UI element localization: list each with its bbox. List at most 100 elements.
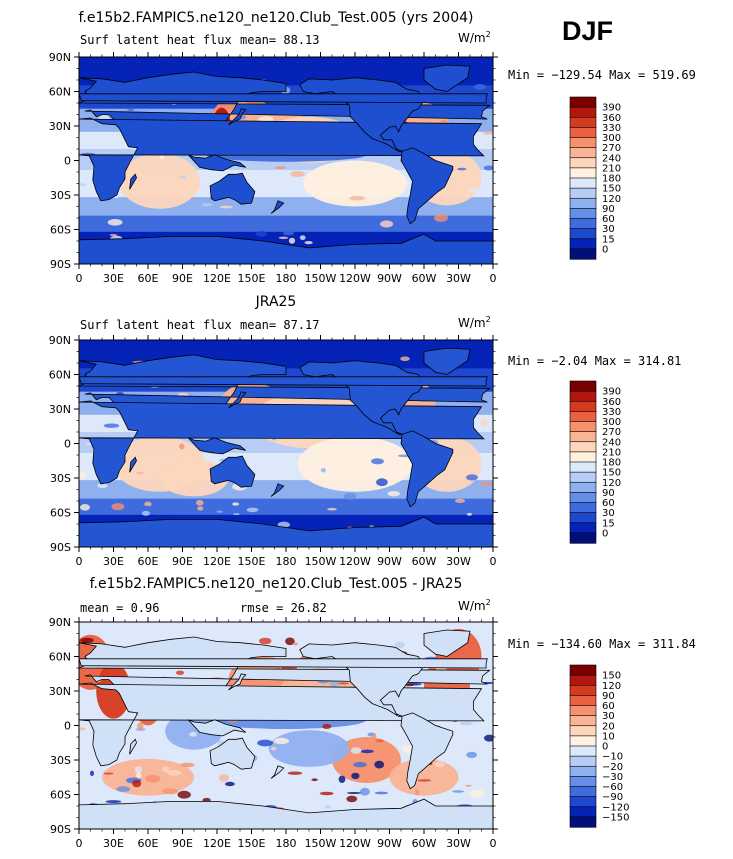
y-tick-label: 0: [64, 155, 71, 168]
y-tick-label: 30N: [49, 685, 71, 698]
field-patch: [188, 184, 201, 190]
field-patch: [374, 791, 389, 795]
field-patch: [414, 789, 420, 796]
colorbar-label: 270: [602, 143, 621, 154]
field-patch: [225, 781, 235, 787]
field-patch: [218, 774, 230, 782]
land-australia: [209, 737, 256, 770]
land-uk: [79, 93, 488, 104]
field-anomaly: [119, 153, 200, 209]
x-tick-label: 90W: [377, 555, 402, 568]
field-patch: [141, 784, 149, 788]
colorbar-label: 120: [602, 478, 621, 489]
colorbar-label: 180: [602, 458, 621, 469]
colorbar-label: 60: [602, 701, 615, 712]
colorbar-box: [569, 177, 597, 189]
y-tick-label: 60S: [50, 789, 71, 802]
field-patch: [322, 167, 333, 175]
y-tick-label: 60S: [50, 224, 71, 237]
x-tick-label: 0: [76, 272, 83, 285]
field-patch: [216, 510, 223, 513]
field-patch: [473, 84, 487, 90]
colorbar-label: −120: [602, 802, 629, 813]
field-patch: [479, 482, 493, 486]
land-samerica: [400, 430, 454, 508]
colorbar-label: 330: [602, 123, 621, 134]
colorbar-label: 20: [602, 721, 615, 732]
panel-units: W/m2: [458, 30, 491, 45]
panel-stat-text: rmse = 26.82: [240, 601, 327, 615]
map-model: 0 30E 60E 90E 120E 150E 180 150W 120W 90W 60W 30W 09…: [49, 51, 498, 285]
x-tick-label: 120W: [339, 555, 371, 568]
land-samerica: [400, 147, 454, 225]
field-patch: [376, 739, 384, 743]
field-patch: [293, 642, 299, 646]
field-patch: [311, 778, 318, 782]
y-tick-label: 30N: [49, 403, 71, 416]
colorbar-box: [569, 512, 597, 524]
y-tick-label: 30N: [49, 120, 71, 133]
field-patch: [134, 766, 142, 774]
field-patch: [257, 739, 273, 747]
colorbar-box: [569, 745, 597, 757]
y-tick-label: 60N: [49, 651, 71, 664]
land-madagascar: [129, 456, 137, 473]
panel-stat-text: mean= 87.17: [240, 318, 320, 332]
x-tick-label: 90E: [172, 272, 193, 285]
field-patch: [484, 734, 493, 742]
colorbar-label: 300: [602, 417, 621, 428]
field-patch: [402, 745, 414, 754]
colorbar-label: 30: [602, 508, 615, 519]
colorbar-box: [569, 492, 597, 504]
colorbar-box: [569, 806, 597, 818]
field-patch: [290, 171, 305, 177]
colorbar-label: 30: [602, 224, 615, 235]
x-tick-label: 150E: [238, 555, 266, 568]
field-model: [79, 57, 493, 264]
colorbar-box: [569, 451, 597, 463]
field-patch: [109, 233, 118, 237]
x-tick-label: 0: [490, 272, 497, 285]
field-patch: [324, 805, 331, 809]
field-patch: [417, 779, 431, 782]
colorbar-box: [569, 816, 597, 828]
colorbar-label: 270: [602, 427, 621, 438]
season-label: DJF: [562, 16, 614, 46]
field-patch: [177, 790, 191, 799]
panel-minmax: Min = −129.54 Max = 519.69: [508, 68, 696, 82]
field-patch: [341, 196, 347, 205]
land-antarctica: [79, 798, 493, 829]
field-patch: [351, 772, 360, 780]
colorbar-label: 90: [602, 691, 615, 702]
colorbar-label: 150: [602, 468, 621, 479]
field-patch: [107, 219, 123, 226]
colorbar-label: 120: [602, 194, 621, 205]
colorbar-box: [569, 705, 597, 717]
panel-title: f.e15b2.FAMPIC5.ne120_ne120.Club_Test.00…: [78, 10, 474, 26]
y-tick-label: 0: [64, 438, 71, 451]
panel-title: JRA25: [255, 294, 297, 310]
colorbar-label: 15: [602, 518, 615, 529]
field-anomaly: [268, 730, 350, 767]
colorbar-box: [569, 187, 597, 199]
colorbar-label: 390: [602, 103, 621, 114]
land-nz: [270, 765, 285, 779]
x-tick-label: 60E: [138, 837, 159, 850]
land-indonesia: [188, 154, 247, 172]
colorbar-label: 30: [602, 711, 615, 722]
colorbar-label: −10: [602, 752, 623, 763]
panel-title: f.e15b2.FAMPIC5.ne120_ne120.Club_Test.00…: [89, 576, 463, 592]
colorbar-box: [569, 674, 597, 686]
y-tick-label: 30S: [50, 472, 71, 485]
panel-units: W/m2: [458, 598, 491, 613]
colorbar-box: [569, 715, 597, 727]
x-tick-label: 180: [276, 272, 297, 285]
x-tick-label: 90W: [377, 272, 402, 285]
field-patch: [175, 670, 185, 676]
field-patch: [372, 732, 377, 740]
panel-minmax: Min = −134.60 Max = 311.84: [508, 637, 696, 651]
colorbar-box: [569, 137, 597, 149]
